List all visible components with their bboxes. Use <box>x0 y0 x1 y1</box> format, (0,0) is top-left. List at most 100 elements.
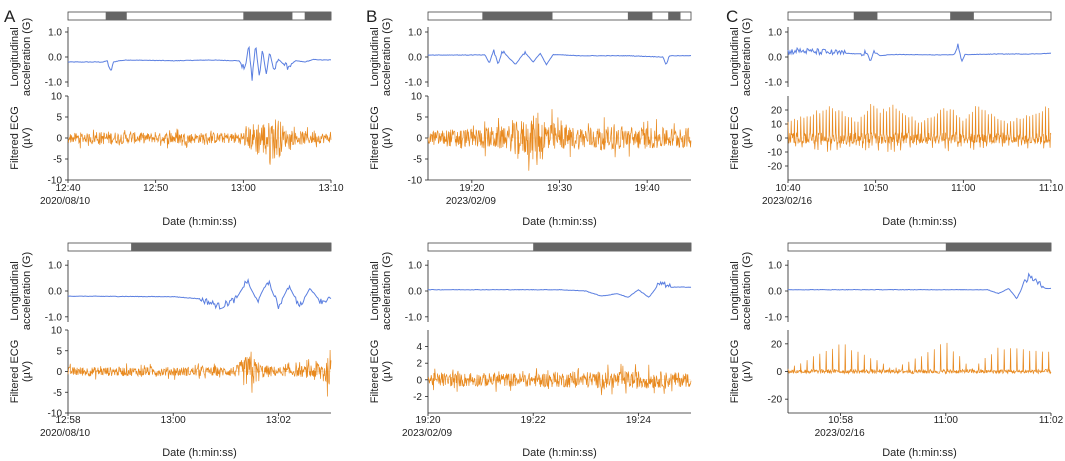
acceleration-series-line <box>787 43 1052 63</box>
x-axis-label: Date (h:min:ss) <box>162 216 237 228</box>
activity-bar-segment <box>533 243 691 251</box>
acc-y-tick-label: 1.0 <box>48 261 62 272</box>
acceleration-series-line <box>427 49 692 66</box>
ecg-y-tick-label: 10 <box>51 326 63 337</box>
activity-bar-segment <box>105 12 127 20</box>
activity-bar-segment <box>482 12 553 20</box>
x-axis-label: Date (h:min:ss) <box>882 447 957 459</box>
x-axis-label: Date (h:min:ss) <box>882 216 957 228</box>
panel-label-C: C <box>726 7 738 26</box>
ecg-y-axis-label-line2: (µV) <box>381 127 393 148</box>
acc-y-axis-label-line2: acceleration (G) <box>381 18 393 96</box>
ecg-y-tick-label: 0 <box>416 134 422 145</box>
acc-y-tick-label: 1.0 <box>768 28 782 39</box>
activity-bar-segment <box>243 12 293 20</box>
ecg-y-tick-label: 10 <box>771 120 783 131</box>
x-tick-label: 13:00 <box>161 415 186 426</box>
ecg-y-tick-label: -5 <box>53 155 62 166</box>
ecg-y-tick-label: 4 <box>416 342 422 353</box>
ecg-y-tick-label: 2 <box>416 359 422 370</box>
ecg-y-tick-label: 0 <box>776 367 782 378</box>
acc-y-tick-label: -1.0 <box>765 312 783 323</box>
date-label: 2023/02/09 <box>446 196 496 207</box>
ecg-y-tick-label: -10 <box>768 148 783 159</box>
x-axis-label: Date (h:min:ss) <box>522 216 597 228</box>
activity-bar-segment <box>668 12 681 20</box>
acc-y-tick-label: 1.0 <box>768 261 782 272</box>
ecg-series-line <box>427 109 692 171</box>
chart-C-bottom: 1.0 0.0 -1.0 20 0 -20 10:58 11:00 11:02 2023/02/1… <box>729 242 1064 459</box>
ecg-y-tick-label: -5 <box>413 155 422 166</box>
ecg-series-line <box>787 342 1052 375</box>
x-tick-label: 10:50 <box>863 183 888 194</box>
date-label: 2020/08/10 <box>40 428 90 439</box>
ecg-y-axis-label: Filtered ECG <box>729 106 741 170</box>
x-tick-label: 11:00 <box>934 415 959 426</box>
ecg-y-tick-label: -10 <box>48 176 63 187</box>
x-tick-label: 10:58 <box>828 415 853 426</box>
ecg-y-tick-label: -20 <box>768 162 783 173</box>
x-tick-label: 13:02 <box>266 415 291 426</box>
date-label: 2023/02/16 <box>762 196 812 207</box>
acc-y-axis-label: Longitudinal <box>369 261 381 320</box>
ecg-y-tick-label: 0 <box>56 367 62 378</box>
chart-B-bottom: 1.0 0.0 -1.0 4 2 0 -2 19:20 19:22 19:24 2023/02/09… <box>369 242 692 459</box>
activity-bar-frame <box>787 11 1052 21</box>
ecg-y-axis-label-line2: (µV) <box>21 361 33 382</box>
x-tick-label: 12:40 <box>55 183 80 194</box>
x-tick-label: 13:10 <box>318 183 343 194</box>
ecg-y-tick-label: -10 <box>48 409 63 420</box>
ecg-y-tick-label: -20 <box>768 395 783 406</box>
ecg-series-line <box>427 363 692 396</box>
ecg-y-axis-label: Filtered ECG <box>9 340 21 404</box>
activity-bar-segment <box>945 243 1051 251</box>
x-tick-label: 19:20 <box>415 415 440 426</box>
x-tick-label: 11:10 <box>1039 183 1064 194</box>
acc-y-tick-label: 0.0 <box>768 287 782 298</box>
acc-y-tick-label: -1.0 <box>405 78 423 89</box>
date-label: 2023/02/09 <box>402 428 452 439</box>
activity-bar-segment <box>304 12 331 20</box>
acc-y-axis-label-line2: acceleration (G) <box>741 252 753 330</box>
acc-y-axis-label: Longitudinal <box>9 27 21 86</box>
acc-y-axis-label: Longitudinal <box>9 261 21 320</box>
ecg-y-axis-label: Filtered ECG <box>369 340 381 404</box>
activity-bar-frame <box>427 11 692 21</box>
acc-y-axis-label: Longitudinal <box>729 27 741 86</box>
x-tick-label: 11:02 <box>1039 415 1064 426</box>
x-tick-label: 19:40 <box>635 183 660 194</box>
acceleration-series-line <box>787 272 1052 300</box>
chart-C-top: 1.0 0.0 -1.0 20 10 0 -10 -20 10:40 10:50 11:00 11:1… <box>729 11 1064 228</box>
acc-y-axis-label: Longitudinal <box>369 27 381 86</box>
ecg-y-tick-label: 0 <box>416 375 422 386</box>
x-axis-label: Date (h:min:ss) <box>162 447 237 459</box>
acc-y-axis-label-line2: acceleration (G) <box>741 18 753 96</box>
x-tick-label: 12:58 <box>55 415 80 426</box>
acc-y-tick-label: 1.0 <box>48 28 62 39</box>
x-tick-label: 13:00 <box>231 183 256 194</box>
acc-y-axis-label-line2: acceleration (G) <box>21 18 33 96</box>
acceleration-series-line <box>427 280 692 298</box>
acceleration-series-line <box>67 278 332 310</box>
panel-label-A: A <box>4 7 16 26</box>
ecg-y-axis-label: Filtered ECG <box>9 106 21 170</box>
ecg-y-tick-label: 5 <box>56 113 62 124</box>
acc-y-tick-label: 0.0 <box>48 287 62 298</box>
ecg-y-axis-label-line2: (µV) <box>21 127 33 148</box>
acc-y-tick-label: 1.0 <box>408 28 422 39</box>
panel-label-B: B <box>366 7 377 26</box>
ecg-series-line <box>67 349 332 397</box>
activity-bar-segment <box>627 12 653 20</box>
date-label: 2023/02/16 <box>815 428 865 439</box>
x-tick-label: 19:24 <box>626 415 651 426</box>
acc-y-tick-label: 0.0 <box>768 53 782 64</box>
ecg-y-axis-label: Filtered ECG <box>369 106 381 170</box>
acc-y-tick-label: 0.0 <box>48 53 62 64</box>
acc-y-tick-label: 1.0 <box>408 261 422 272</box>
x-tick-label: 19:30 <box>547 183 572 194</box>
ecg-series-line <box>787 103 1052 152</box>
ecg-y-tick-label: 5 <box>56 346 62 357</box>
